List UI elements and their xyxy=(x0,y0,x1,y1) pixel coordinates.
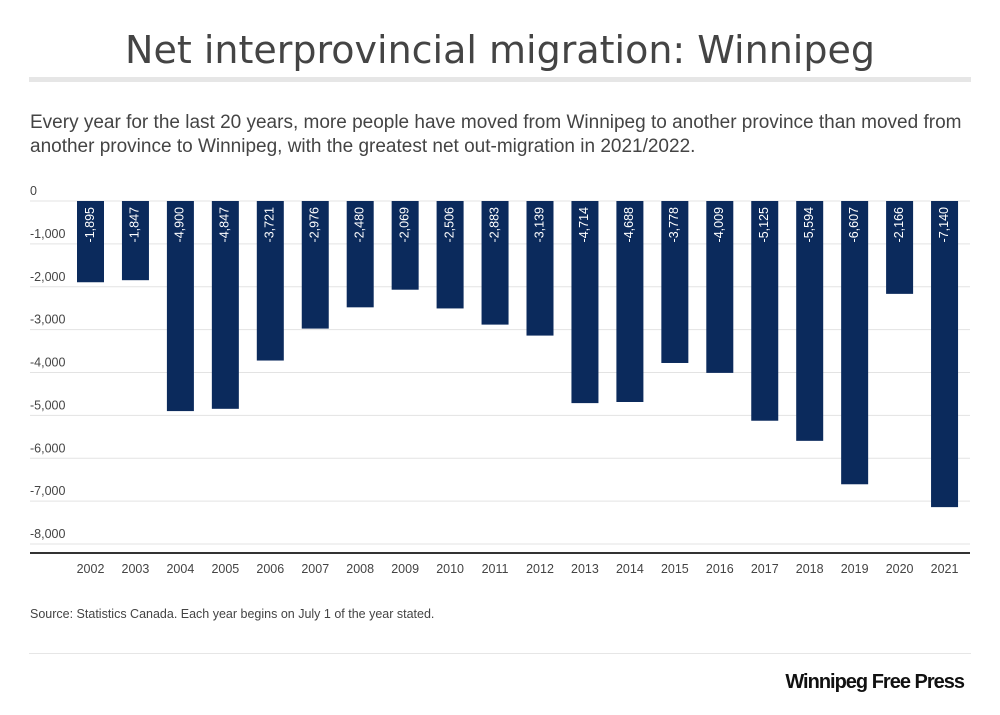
bar-2010 xyxy=(436,201,464,309)
bar-value-label: -4,009 xyxy=(712,207,726,242)
bar-value-label: -2,883 xyxy=(487,207,501,242)
bar-2008 xyxy=(346,201,374,308)
y-tick-label: -6,000 xyxy=(30,441,65,455)
footer-divider xyxy=(29,653,971,654)
bar-value-label: -2,506 xyxy=(442,207,456,242)
bar-2011 xyxy=(481,201,509,325)
x-tick-label: 2007 xyxy=(301,562,329,576)
y-tick-label: -3,000 xyxy=(30,313,65,327)
y-tick-label: -8,000 xyxy=(30,527,65,541)
bar-value-label: -2,166 xyxy=(892,207,906,242)
x-tick-label: 2014 xyxy=(616,562,644,576)
y-tick-label: 0 xyxy=(30,184,37,198)
x-tick-label: 2015 xyxy=(661,562,689,576)
title-divider xyxy=(29,77,971,82)
chart-title: Net interprovincial migration: Winnipeg xyxy=(125,28,875,72)
y-tick-label: -2,000 xyxy=(30,270,65,284)
bar-2005 xyxy=(211,201,239,409)
x-tick-label: 2021 xyxy=(931,562,959,576)
x-tick-label: 2003 xyxy=(122,562,150,576)
bar-2017 xyxy=(751,201,779,421)
y-tick-label: -1,000 xyxy=(30,227,65,241)
y-tick-label: -7,000 xyxy=(30,484,65,498)
x-tick-label: 2010 xyxy=(436,562,464,576)
bar-2007 xyxy=(301,201,329,329)
bar-value-label: -4,847 xyxy=(218,207,232,242)
bar-chart: 0 -1,000 -2,000 -3,000 -4,000 -5,000 -6,000 -7,… xyxy=(30,184,970,576)
bar-2014 xyxy=(616,201,644,402)
bar-2004 xyxy=(166,201,194,412)
bar-value-label: -5,125 xyxy=(757,207,771,242)
bar-value-label: -2,976 xyxy=(308,207,322,242)
bar-value-label: -1,895 xyxy=(83,207,97,242)
chart-subtitle: Every year for the last 20 years, more p… xyxy=(30,112,962,157)
bar-value-label: -4,688 xyxy=(622,207,636,242)
bar-2012 xyxy=(526,201,554,336)
bar-2013 xyxy=(571,201,599,404)
x-tick-label: 2004 xyxy=(166,562,194,576)
x-tick-label: 2011 xyxy=(482,562,509,576)
bar-2003 xyxy=(121,201,149,281)
x-tick-label: 2006 xyxy=(256,562,284,576)
y-tick-label: -5,000 xyxy=(30,398,65,412)
bar-value-label: -4,900 xyxy=(173,207,187,242)
bar-2015 xyxy=(661,201,689,363)
x-tick-label: 2013 xyxy=(571,562,599,576)
bar-value-label: -2,069 xyxy=(397,207,411,242)
bar-2020 xyxy=(886,201,914,294)
bar-2002 xyxy=(77,201,104,283)
bar-2019 xyxy=(841,201,869,485)
bar-value-label: -3,139 xyxy=(532,207,546,242)
bar-2009 xyxy=(391,201,419,290)
x-tick-label: 2009 xyxy=(391,562,419,576)
bar-value-label: -1,847 xyxy=(128,207,142,242)
x-tick-label: 2012 xyxy=(526,562,554,576)
x-tick-label: 2008 xyxy=(346,562,374,576)
x-tick-label: 2005 xyxy=(211,562,239,576)
x-axis-ticks: 2002 2003 2004 2005 2006 2007 2008 2009 2010 2011… xyxy=(77,562,959,576)
bar-2018 xyxy=(796,201,824,441)
bar-value-label: -6,607 xyxy=(847,207,861,242)
publisher-logo: Winnipeg Free Press xyxy=(785,671,965,693)
x-tick-label: 2002 xyxy=(77,562,105,576)
source-note: Source: Statistics Canada. Each year beg… xyxy=(30,607,435,621)
bar-value-label: -3,721 xyxy=(263,207,277,242)
bar-value-label: -5,594 xyxy=(802,207,816,242)
bar-value-label: -2,480 xyxy=(352,207,366,242)
bar-2021 xyxy=(931,201,959,508)
y-axis-ticks: 0 -1,000 -2,000 -3,000 -4,000 -5,000 -6,000 -7,… xyxy=(30,184,65,541)
bar-2006 xyxy=(256,201,284,361)
bars: -1,895 -1,847 -4,900 -4,847 -3,721 -2,976 -2,4… xyxy=(77,201,959,508)
y-tick-label: -4,000 xyxy=(30,356,65,370)
x-tick-label: 2019 xyxy=(841,562,869,576)
x-tick-label: 2018 xyxy=(796,562,824,576)
bar-2016 xyxy=(706,201,734,373)
x-tick-label: 2016 xyxy=(706,562,734,576)
bar-value-label: -3,778 xyxy=(667,207,681,242)
bar-value-label: -4,714 xyxy=(577,207,591,242)
bar-value-label: -7,140 xyxy=(937,207,951,242)
x-tick-label: 2020 xyxy=(886,562,914,576)
x-tick-label: 2017 xyxy=(751,562,779,576)
